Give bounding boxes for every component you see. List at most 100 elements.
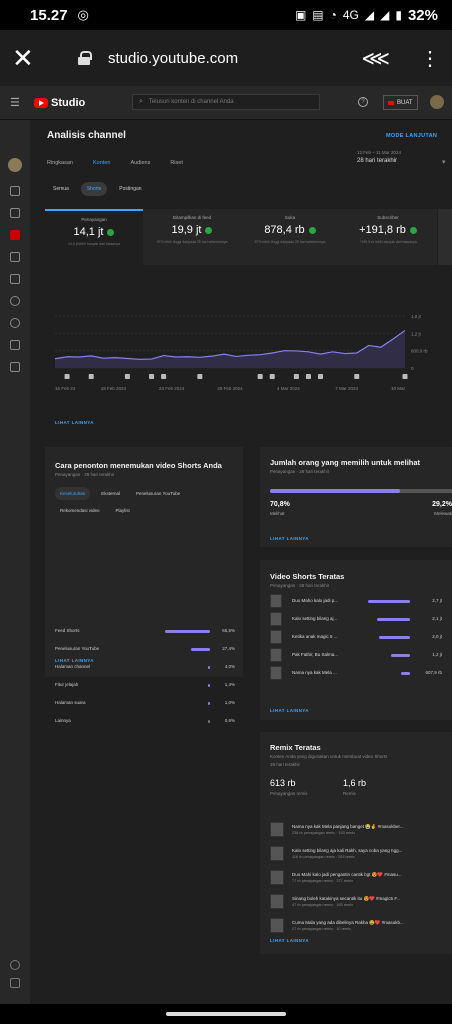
remix-thumbnail[interactable] (270, 822, 284, 837)
feedback-icon[interactable] (10, 978, 20, 988)
video-title[interactable]: Ketika anak magic 5 ... (292, 634, 338, 639)
remix-title[interactable]: Cuma Mala yang ada dibelinya Rakha 😂❤️ #… (292, 920, 404, 925)
video-marker-icon[interactable] (269, 374, 275, 379)
metric-likes[interactable]: Suka 878,4 rb 87% lebih tinggi daripada … (241, 209, 339, 265)
channel-avatar[interactable] (8, 158, 22, 172)
source-value: 0,6% (224, 718, 235, 723)
date-range-picker[interactable]: 12 Feb – 11 Mar 2024 28 hari terakhir ▾ (357, 150, 446, 166)
chip-all[interactable]: Semua (53, 186, 69, 192)
top-short-row[interactable]: Kalo setting bilang aj... 2,1 jt (270, 612, 442, 626)
video-thumbnail[interactable] (270, 648, 282, 662)
see-more-sources-link[interactable]: LIHAT LAINNYA (55, 658, 94, 663)
video-thumbnail[interactable] (270, 630, 282, 644)
earn-icon[interactable] (10, 318, 20, 328)
video-marker-icon[interactable] (318, 374, 324, 379)
video-title[interactable]: Kalo setting bilang aj... (292, 616, 338, 621)
home-gesture-pill[interactable] (166, 1012, 286, 1016)
video-marker-icon[interactable] (64, 374, 70, 379)
video-marker-icon[interactable] (88, 374, 94, 379)
remix-row[interactable]: Nama nya kak Mela panjang banget 😭🤞 #mas… (270, 822, 442, 838)
video-marker-icon[interactable] (197, 374, 203, 379)
remix-title[interactable]: Nama nya kak Mela panjang banget 😭🤞 #mas… (292, 824, 404, 829)
chip-overall[interactable]: Keseluruhan (55, 487, 91, 500)
remix-title[interactable]: Sinang boleh katakinya secantik itu 😍❤️ … (292, 896, 401, 901)
subtitles-icon[interactable] (10, 274, 20, 284)
chip-posts[interactable]: Postingan (119, 186, 142, 192)
remix-row[interactable]: Cuma Mala yang ada dibelinya Rakha 😂❤️ #… (270, 918, 442, 934)
video-thumbnail[interactable] (270, 666, 282, 680)
video-marker-icon[interactable] (402, 374, 408, 379)
metric-cards: Penayangan 14,1 jt 14,6 jt lebih banyak … (45, 209, 452, 265)
see-more-remix-link[interactable]: LIHAT LAINNYA (270, 938, 309, 943)
menu-icon[interactable]: ☰ (10, 97, 20, 109)
metric-views[interactable]: Penayangan 14,1 jt 14,6 jt lebih banyak … (45, 209, 143, 265)
remix-title[interactable]: Duo Mahi kalo jadi pengantin cantik bgt … (292, 872, 402, 877)
video-marker-icon[interactable] (161, 374, 167, 379)
metric-note: 87% lebih tinggi daripada 28 hari sebelu… (254, 240, 326, 244)
remix-thumbnail[interactable] (270, 870, 284, 885)
customization-icon[interactable] (10, 340, 20, 350)
video-title[interactable]: Nama nya kak Mela ... (292, 670, 337, 675)
lock-icon[interactable] (78, 51, 92, 65)
metric-subscribers[interactable]: Subscriber +191,8 rb +190,5 rb lebih ban… (339, 209, 437, 265)
chip-external[interactable]: Eksternal (101, 491, 121, 496)
tab-content[interactable]: Konten (93, 160, 111, 166)
tab-overview[interactable]: Ringkasan (47, 160, 73, 166)
see-more-top-shorts-link[interactable]: LIHAT LAINNYA (270, 708, 309, 713)
chip-shorts[interactable]: Shorts (80, 182, 108, 196)
remix-row[interactable]: Duo Mahi kalo jadi pengantin cantik bgt … (270, 870, 442, 886)
source-label: Fitur jelajah (55, 682, 79, 687)
video-marker-icon[interactable] (149, 374, 155, 379)
close-icon[interactable]: ✕ (12, 42, 34, 73)
metric-label: Ditampilkan di feed (172, 215, 212, 220)
audio-library-icon[interactable] (10, 362, 20, 372)
remix-title[interactable]: Kalo setting bilang aja kali Rakh, saya … (292, 848, 403, 853)
remix-thumbnail[interactable] (270, 918, 284, 933)
video-thumbnail[interactable] (270, 612, 282, 626)
top-short-row[interactable]: Ketika anak magic 5 ... 2,0 jt (270, 630, 442, 644)
content-icon[interactable] (10, 208, 20, 218)
see-more-chart-link[interactable]: LIHAT LAINNYA (55, 420, 94, 425)
video-title[interactable]: Pak Fathir, Bu Salma... (292, 652, 339, 657)
top-short-row[interactable]: Pak Fathir, Bu Salma... 1,2 jt (270, 648, 442, 662)
share-icon[interactable]: ⋘ (361, 47, 390, 70)
copyright-icon[interactable] (10, 296, 20, 306)
video-marker-icon[interactable] (305, 374, 311, 379)
card-title: Jumlah orang yang memilih untuk melihat (270, 458, 421, 467)
metric-scroll-next[interactable] (438, 209, 452, 265)
more-vert-icon[interactable]: ⋮ (420, 47, 440, 70)
remix-thumbnail[interactable] (270, 894, 284, 909)
top-short-row[interactable]: Duo Maho kalo jadi p... 2,7 jt (270, 594, 442, 608)
search-input[interactable]: ⌕ Telusuri konten di channel Anda (132, 94, 320, 110)
remix-row[interactable]: Kalo setting bilang aja kali Rakh, saya … (270, 846, 442, 862)
dashboard-icon[interactable] (10, 186, 20, 196)
see-more-choose-link[interactable]: LIHAT LAINNYA (270, 536, 309, 541)
analytics-icon[interactable] (10, 230, 20, 240)
top-short-row[interactable]: Nama nya kak Mela ... 607,9 rb (270, 666, 442, 680)
tab-research[interactable]: Riset (170, 160, 183, 166)
metric-impressions[interactable]: Ditampilkan di feed 19,9 jt 97% lebih ti… (143, 209, 241, 265)
video-title[interactable]: Duo Maho kalo jadi p... (292, 598, 339, 603)
url-text[interactable]: studio.youtube.com (108, 49, 239, 67)
video-marker-icon[interactable] (293, 374, 299, 379)
studio-logo[interactable]: Studio (34, 97, 85, 109)
source-row: Halaman suara 1,0% (55, 700, 235, 708)
tab-audience[interactable]: Audiens (130, 160, 151, 166)
comments-icon[interactable] (10, 252, 20, 262)
remix-row[interactable]: Sinang boleh katakinya secantik itu 😍❤️ … (270, 894, 442, 910)
remix-thumbnail[interactable] (270, 846, 284, 861)
account-avatar[interactable] (430, 95, 444, 109)
settings-icon[interactable] (10, 960, 20, 970)
video-marker-icon[interactable] (257, 374, 263, 379)
chip-playlist[interactable]: Playlist (115, 508, 130, 513)
chip-youtube-search[interactable]: Penelusuran YouTube (136, 491, 181, 496)
help-icon[interactable]: ? (358, 97, 368, 107)
chip-suggested[interactable]: Rekomendasi video (60, 508, 100, 513)
video-marker-icon[interactable] (124, 374, 130, 379)
video-thumbnail[interactable] (270, 594, 282, 608)
create-button[interactable]: BUAT (383, 95, 418, 110)
video-marker-icon[interactable] (354, 374, 360, 379)
views-line[interactable] (54, 329, 406, 360)
metric-value: 19,9 jt (171, 224, 202, 236)
advanced-mode-link[interactable]: MODE LANJUTAN (386, 133, 438, 139)
